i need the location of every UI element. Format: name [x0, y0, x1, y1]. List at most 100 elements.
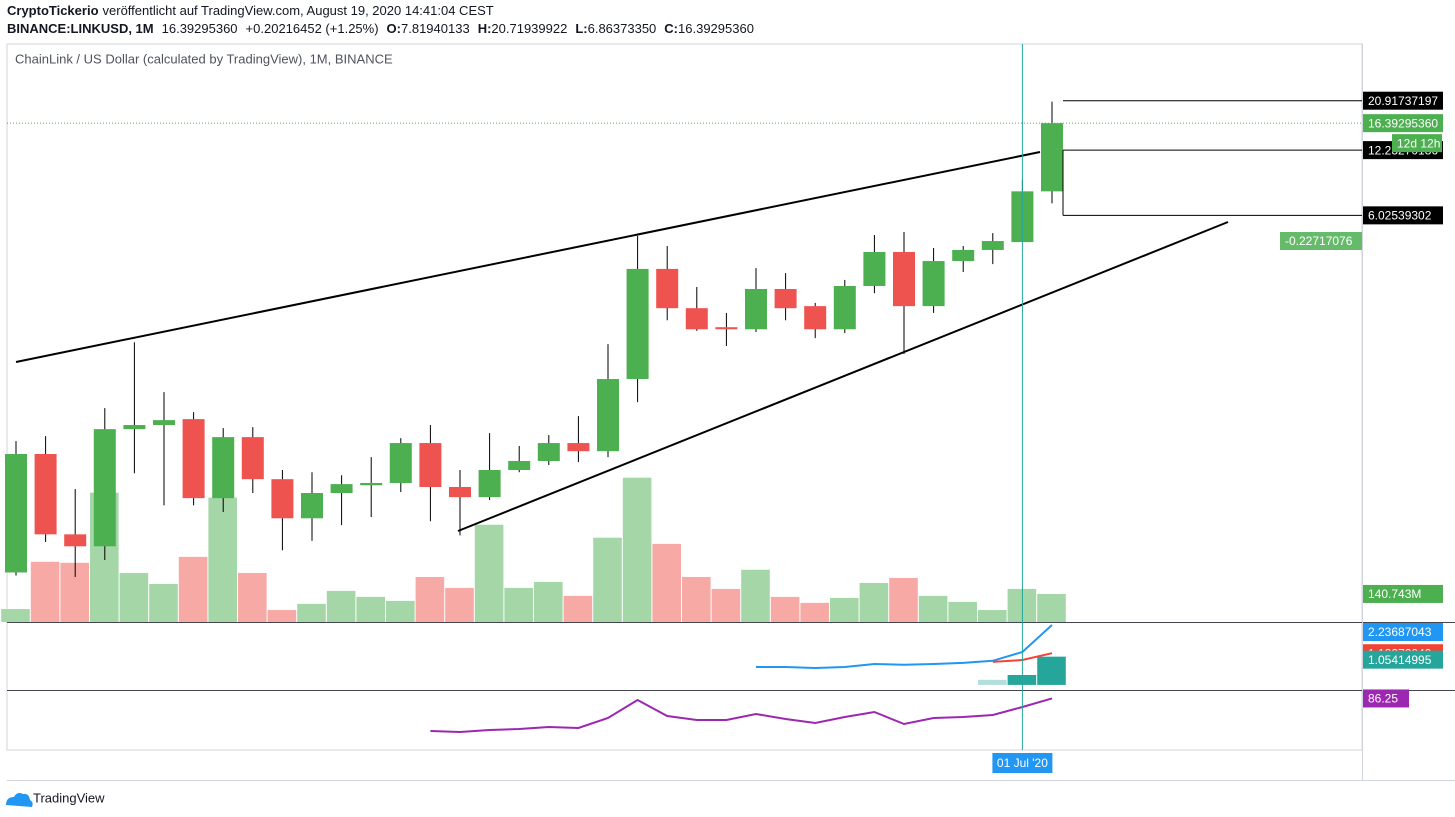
candle-body — [774, 288, 797, 309]
candle-body — [389, 443, 412, 483]
volume-bar — [770, 596, 800, 622]
price-label-bg — [1363, 91, 1443, 110]
candle-body — [153, 420, 175, 426]
price-label: -0.22717076 — [1285, 234, 1353, 248]
candle-body — [922, 261, 945, 307]
candle-body — [952, 249, 975, 262]
volume-bar — [652, 543, 681, 622]
candle-body — [330, 484, 353, 494]
candle-body — [597, 379, 619, 452]
volume-bar — [1007, 588, 1037, 622]
price-label: 1.05414995 — [1368, 653, 1432, 667]
volume-bar — [267, 610, 297, 622]
candle-body — [656, 268, 679, 309]
volume-bar — [1, 609, 30, 622]
macd-histogram-bar — [1007, 674, 1037, 685]
ohlc-key: C: — [664, 21, 678, 36]
ohlc-key: O: — [387, 21, 401, 36]
legend: ChainLink / US Dollar (calculated by Tra… — [15, 51, 393, 66]
price-label-bg — [1280, 232, 1362, 250]
volume-bar — [593, 537, 622, 622]
ohlc-value: 16.39295360 — [678, 21, 754, 36]
volume-bar — [415, 576, 445, 622]
macd-line — [756, 624, 1053, 670]
volume-bar — [326, 590, 356, 622]
trend-line — [457, 221, 1229, 532]
crosshair-label-bg — [992, 753, 1053, 773]
candle-body — [182, 419, 205, 499]
candle-body — [212, 437, 235, 499]
symbol-line: BINANCE:LINKUSD, 1M 16.39295360 +0.2021645… — [7, 21, 754, 36]
candle-body — [360, 482, 383, 486]
candle-body — [419, 443, 442, 487]
candle-body — [685, 308, 708, 330]
macd-histogram-bar — [1037, 656, 1066, 685]
crosshair-label: 01 Jul '20 — [997, 756, 1048, 770]
price-label-bg — [1363, 206, 1443, 225]
volume-bar — [622, 477, 652, 622]
volume-bar — [149, 583, 178, 622]
volume-bar — [534, 581, 563, 622]
volume-bar — [800, 602, 829, 622]
price-label: 12d 12h — [1397, 136, 1440, 150]
volume-bar — [178, 556, 208, 622]
volume-bar — [445, 587, 474, 622]
volume-bar — [682, 576, 711, 622]
volume-bar — [711, 588, 741, 622]
price-label: 20.91737197 — [1368, 94, 1438, 108]
volume-bar — [948, 601, 977, 622]
price-label-bg — [1363, 623, 1443, 641]
logo-icon — [6, 793, 33, 807]
trend-line — [15, 151, 1041, 363]
price-label-bg — [1363, 689, 1409, 708]
price-label-bg — [1363, 114, 1443, 133]
candle-body — [93, 429, 116, 547]
macd-histogram-bar — [978, 679, 1007, 685]
last: 16.39295360 — [162, 21, 238, 36]
volume-bar — [1037, 593, 1066, 622]
brand: TradingView — [33, 790, 105, 805]
volume-bar — [119, 572, 149, 622]
price-label: 2.23687043 — [1368, 625, 1432, 639]
volume-bar — [859, 582, 889, 622]
change: +0.20216452 (+1.25%) — [246, 21, 379, 36]
candle-body — [863, 251, 886, 286]
candle-body — [537, 443, 560, 461]
candle-body — [449, 486, 471, 498]
volume-bar — [504, 587, 533, 622]
logo — [6, 793, 33, 807]
volume-bar — [297, 603, 326, 622]
volume-bar — [474, 524, 504, 622]
candle-body — [567, 443, 590, 452]
candle-body — [123, 425, 146, 430]
volume-bar — [889, 577, 918, 622]
symbol: BINANCE:LINKUSD, 1M — [7, 21, 154, 36]
publisher: CryptoTickerio — [7, 3, 99, 18]
ohlc-key: H: — [478, 21, 492, 36]
rsi-line — [430, 697, 1053, 734]
candle-body — [64, 534, 87, 547]
candle-body — [833, 285, 856, 330]
candle-body — [5, 454, 27, 573]
ohlc-value: 20.71939922 — [491, 21, 567, 36]
price-label: 140.743M — [1368, 587, 1421, 601]
candle-body — [478, 469, 501, 498]
candle-body — [745, 288, 767, 330]
price-label-bg — [1363, 650, 1443, 669]
header-line: CryptoTickerio veröffentlicht auf Trading… — [7, 3, 494, 18]
candle-body — [626, 268, 649, 380]
volume-bar — [741, 569, 770, 622]
volume-bar — [30, 561, 60, 622]
candle-body — [241, 437, 264, 480]
candle-body — [508, 460, 531, 470]
volume-bar — [386, 600, 415, 622]
volume-bar — [208, 497, 237, 622]
ohlc-value: 7.81940133 — [401, 21, 470, 36]
price-label-bg — [1392, 134, 1442, 153]
volume-bar — [918, 595, 948, 622]
volume-bar — [830, 597, 859, 622]
candle-body — [715, 327, 738, 330]
price-label-bg — [1363, 584, 1443, 603]
candle-body — [34, 454, 57, 535]
